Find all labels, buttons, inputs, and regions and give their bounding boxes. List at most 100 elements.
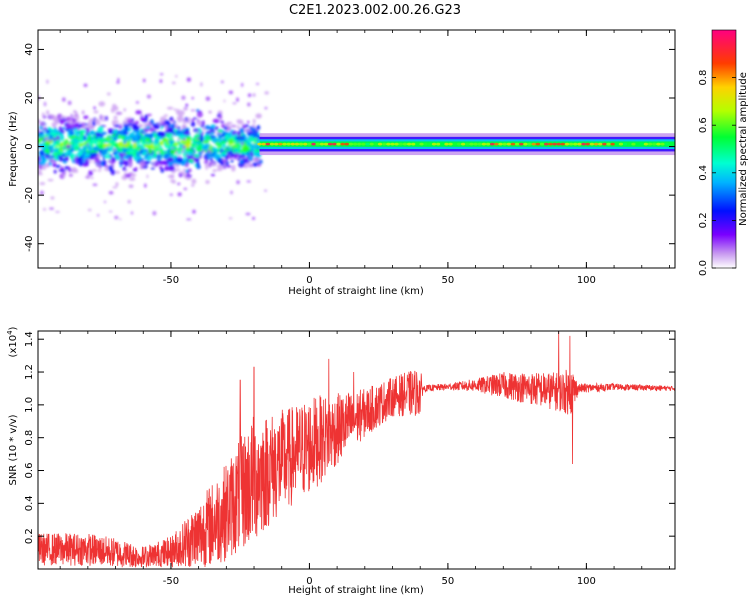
- spectrogram-cell: [70, 167, 78, 173]
- colorbar-tick-label: 0.8: [698, 70, 709, 86]
- spectrogram-cell: [219, 114, 223, 120]
- spectrogram-band-spot: [348, 142, 354, 146]
- spectrogram-cell: [68, 173, 73, 177]
- spectrogram-cell: [154, 161, 160, 167]
- spectrogram-cell: [115, 111, 123, 115]
- spectrogram-cell: [45, 164, 50, 168]
- spectrogram-cell: [177, 192, 182, 197]
- colorbar: 0.0 0.2 0.4 0.6 0.8 Normalized spectral ampl…: [698, 29, 749, 276]
- spectrogram-cell: [128, 177, 136, 181]
- spectrogram-cell: [108, 165, 113, 172]
- spectrogram-cell: [80, 126, 87, 129]
- spectrogram-cell: [162, 136, 167, 142]
- spectrogram-cell: [252, 162, 258, 167]
- spectrogram-cell: [140, 164, 143, 168]
- spectrogram-cell: [100, 115, 106, 119]
- spectrogram-cell: [74, 122, 80, 127]
- spectrogram-cell: [39, 154, 45, 161]
- spectrogram-band-spot: [598, 142, 603, 146]
- spectrogram-cell: [38, 137, 45, 141]
- spectrogram-cell: [114, 156, 121, 160]
- spectrogram-cell: [128, 132, 135, 138]
- spectrogram-cell: [67, 122, 71, 126]
- spectrogram-band-spot: [606, 142, 611, 146]
- spectrogram-cell: [83, 115, 89, 120]
- spectrogram-cell: [227, 133, 231, 139]
- colorbar-tick-label: 0.2: [698, 212, 709, 228]
- spectrogram-band-spot: [556, 142, 561, 146]
- spectrogram-cell: [52, 137, 58, 141]
- spectrogram-band-spot: [402, 142, 408, 146]
- spectrogram-cell: [163, 155, 171, 158]
- spectrogram-cell: [56, 136, 61, 140]
- spectrogram-cell: [54, 149, 58, 153]
- spectrogram-cell: [156, 154, 164, 157]
- spectrogram-cell: [209, 162, 213, 165]
- snr-background: [38, 331, 675, 569]
- spectrogram-cell: [192, 209, 196, 214]
- spectrogram-band-spot: [635, 142, 640, 146]
- spectrogram-cell: [253, 157, 260, 163]
- spectrogram-band-spot: [573, 142, 578, 146]
- spectrogram-cell: [200, 150, 205, 153]
- spectrogram-cell: [115, 182, 119, 187]
- spectrogram-cell: [234, 133, 238, 138]
- y-tick-label: -40: [24, 236, 35, 252]
- spectrogram-cell: [220, 121, 225, 124]
- spectrogram-cell: [83, 83, 88, 87]
- x-tick-label: 100: [577, 275, 596, 286]
- spectrogram-cell: [86, 143, 90, 146]
- spectrogram-cell: [241, 147, 248, 153]
- spectrogram-cell: [121, 160, 128, 164]
- spectrogram-cell: [135, 110, 142, 115]
- spectrogram-cell: [241, 156, 245, 159]
- spectrogram-cell: [252, 143, 259, 147]
- spectrogram-cell: [167, 174, 174, 179]
- snr-series-line: [38, 331, 675, 568]
- colorbar-ticks: 0.0 0.2 0.4 0.6 0.8: [698, 70, 736, 276]
- spectrogram-cell: [248, 163, 254, 168]
- spectrogram-band-spot: [494, 142, 499, 146]
- spectrogram-band-spot: [394, 142, 399, 146]
- spectrogram-cell: [41, 127, 46, 131]
- spectrogram-cell: [177, 117, 183, 123]
- spectrogram-cell: [228, 217, 233, 220]
- spectrogram-cell: [147, 154, 153, 161]
- spectrogram-band-spot: [377, 142, 383, 146]
- spectrogram-band-spot: [589, 142, 595, 146]
- spectrogram-band-spot: [531, 142, 536, 146]
- spectrogram-cell: [131, 121, 136, 124]
- spectrogram-cell: [123, 123, 129, 128]
- spectrogram-cell: [106, 92, 111, 96]
- spectrogram-cell: [128, 160, 133, 164]
- spectrogram-band-spot: [552, 142, 557, 146]
- spectrogram-cell: [171, 81, 176, 85]
- spectrogram-cell: [44, 136, 49, 142]
- spectrogram-cell: [58, 131, 65, 134]
- figure-title: C2E1.2023.002.00.26.G23: [289, 3, 461, 18]
- spectrogram-cell: [138, 144, 142, 148]
- spectrogram-cell: [81, 156, 87, 160]
- spectrogram-cell: [83, 134, 87, 141]
- spectrogram-cell: [136, 150, 140, 156]
- spectrogram-cell: [112, 147, 116, 152]
- spectrogram-band-spot: [423, 142, 428, 146]
- spectrogram-cell: [84, 153, 91, 157]
- spectrogram-cell: [175, 129, 182, 135]
- spectrogram-cell: [88, 139, 93, 146]
- spectrogram-band-spot: [336, 142, 341, 146]
- colorbar-tick-label: 0.0: [698, 260, 709, 276]
- spectrogram-cell: [220, 140, 227, 145]
- spectrogram-cell: [223, 148, 231, 152]
- spectrogram-cell: [178, 154, 181, 158]
- spectrogram-cell: [168, 154, 172, 158]
- spectrogram-cell: [39, 121, 46, 127]
- spectrogram-cell: [246, 151, 251, 157]
- spectrogram-cell: [208, 110, 212, 114]
- spectrogram-band-spot: [352, 142, 358, 146]
- spectrogram-cell: [79, 161, 83, 167]
- spectrogram-cell: [68, 141, 73, 144]
- spectrogram-band-spot: [477, 142, 482, 146]
- spectrogram-cell: [40, 134, 44, 138]
- spectrogram-cell: [200, 82, 203, 87]
